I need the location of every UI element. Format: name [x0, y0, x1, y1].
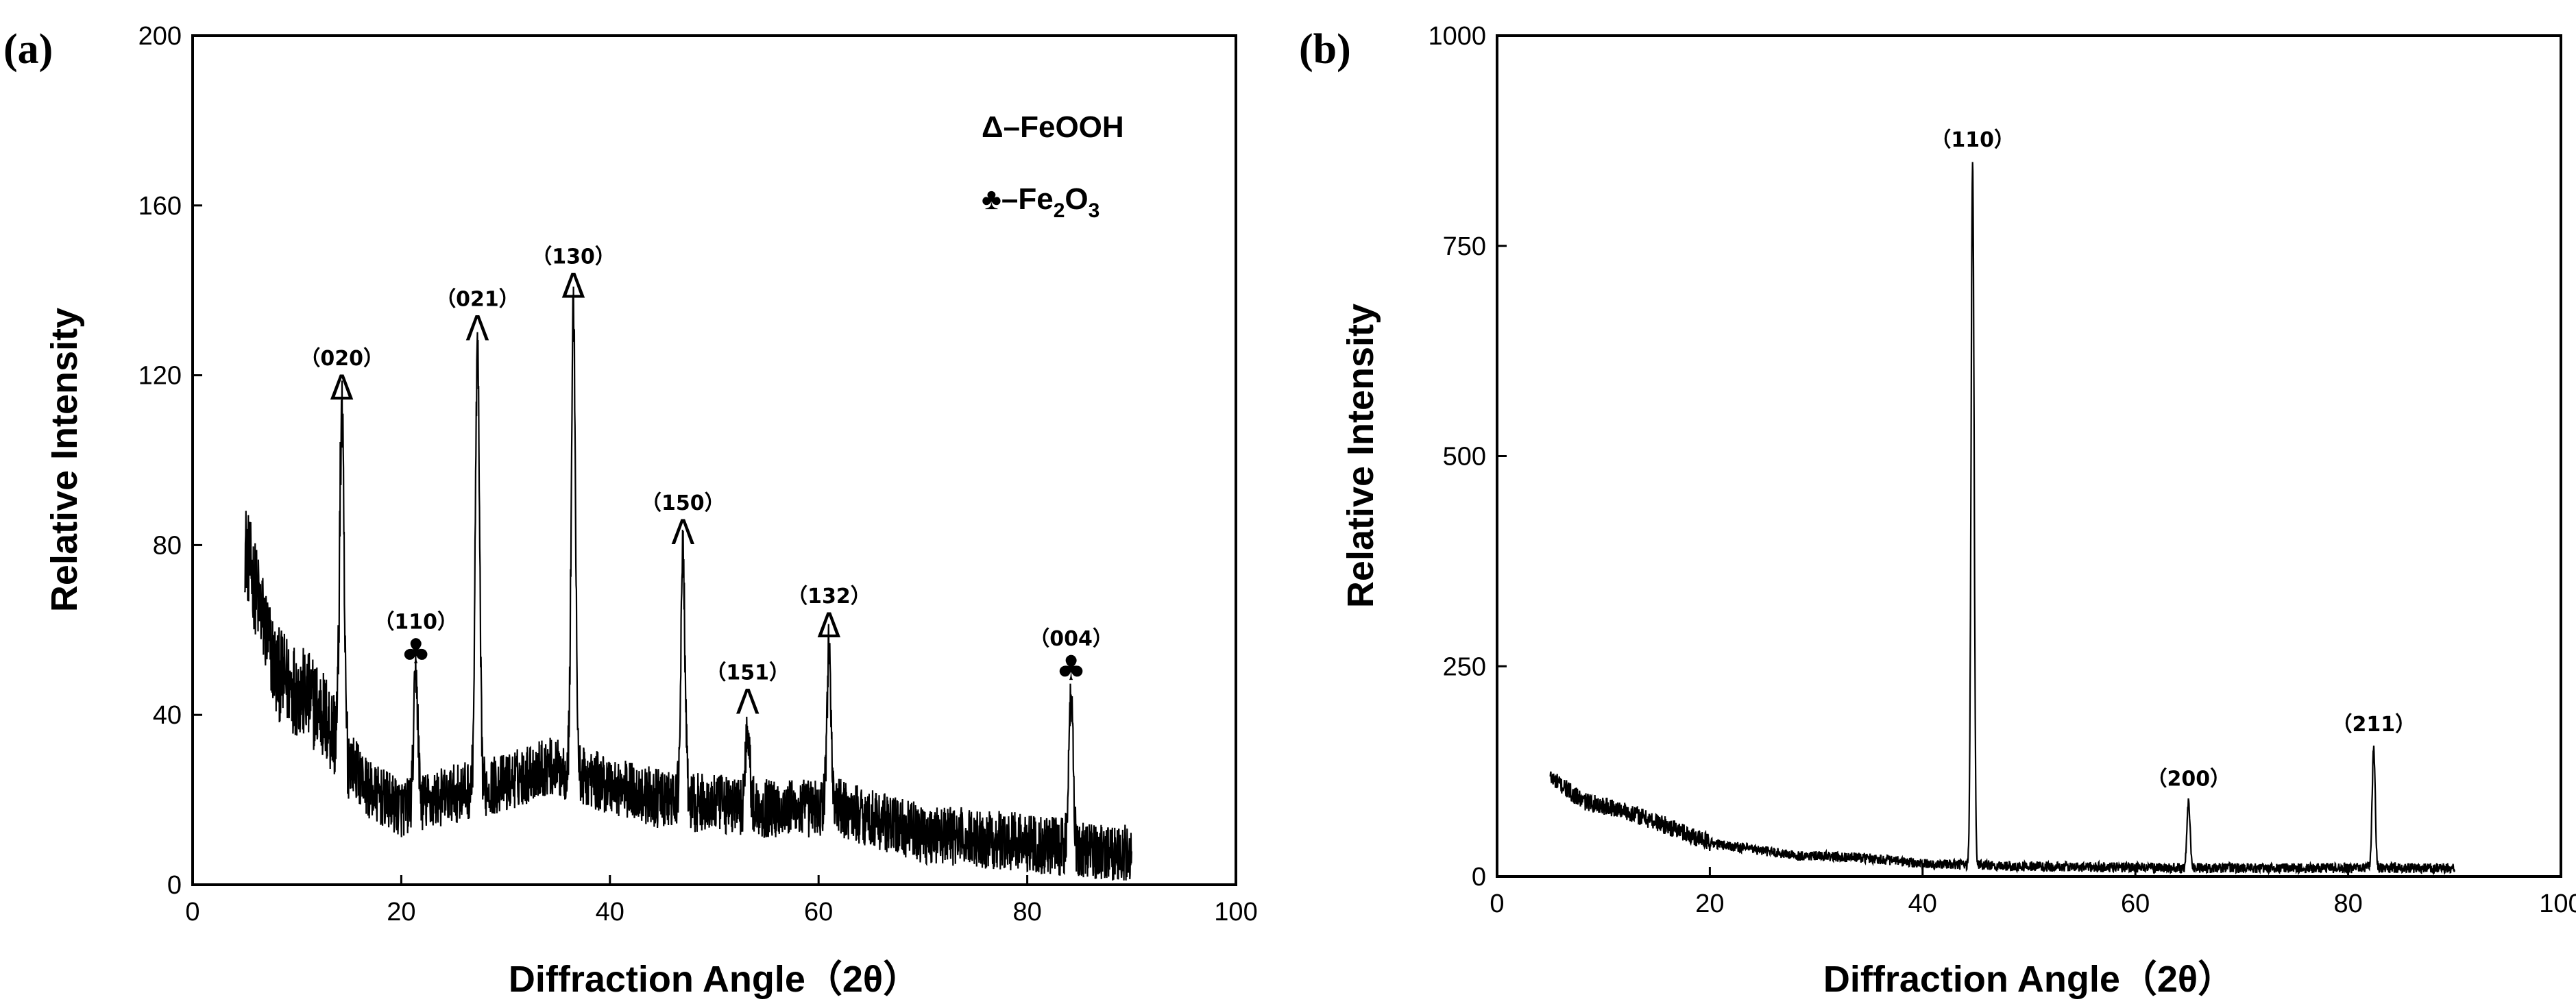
panel-b-peak-label: （211） — [2332, 713, 2416, 737]
panel-a-y-tick-label: 200 — [138, 22, 182, 51]
panel-a-peak-marker: Λ — [671, 513, 694, 552]
panel-a-peak-label: （150） — [641, 491, 725, 515]
panel-b-x-tick-label: 80 — [2333, 890, 2362, 918]
panel-a-peak-marker: Δ — [561, 266, 585, 306]
panel-a-x-tick-label: 20 — [387, 898, 415, 927]
legend-entry-fe2o3: ♣–Fe2O3 — [982, 182, 1099, 222]
panel-b-label: (b) — [1299, 26, 1351, 73]
panel-b-x-tick-label: 100 — [2539, 890, 2576, 918]
panel-b-x-tick-label: 20 — [1695, 890, 1724, 918]
panel-a-peak-label: （004） — [1029, 627, 1113, 651]
legend-delta-symbol: Δ — [982, 110, 1004, 144]
panel-a-y-tick-label: 0 — [167, 871, 182, 900]
panel-a-label: (a) — [3, 26, 53, 73]
legend-sub-2: 2 — [1054, 199, 1065, 222]
panel-a-peak-label: （021） — [435, 287, 520, 311]
panel-a-y-tick-label: 80 — [153, 531, 182, 560]
panel-a-peak-marker: ♣ — [1056, 648, 1086, 688]
panel-a-diffraction-trace — [244, 286, 1132, 881]
panel-b-y-axis-label: Relative Intensity — [1340, 304, 1381, 608]
panel-a-x-axis-label: Diffraction Angle（2θ） — [509, 959, 920, 1000]
panel-a-peak-marker: Λ — [736, 683, 760, 722]
panel-b-y-tick-label: 0 — [1472, 863, 1486, 892]
panel-a-x-tick-label: 80 — [1012, 898, 1041, 927]
panel-b-x-tick-label: 60 — [2121, 890, 2150, 918]
legend-club-symbol: ♣ — [982, 182, 1001, 216]
legend-fe-text: –Fe — [1001, 182, 1054, 216]
panel-b-y-tick-label: 250 — [1443, 652, 1486, 681]
panel-a-peak-marker: Λ — [465, 308, 489, 348]
legend-o-text: O — [1065, 182, 1088, 216]
panel-b-y-tick-label: 750 — [1443, 232, 1486, 261]
panel-a-peak-marker: Δ — [330, 368, 354, 408]
legend-sub-3: 3 — [1089, 199, 1100, 222]
panel-b-x-tick-label: 0 — [1490, 890, 1504, 918]
panel-a-y-tick-label: 160 — [138, 192, 182, 221]
panel-a-peak-label: （132） — [787, 585, 871, 609]
panel-a-y-tick-label: 40 — [153, 701, 182, 730]
panel-a-x-tick-label: 60 — [804, 898, 833, 927]
panel-a-x-tick-label: 40 — [596, 898, 624, 927]
legend-entry-feooh: Δ–FeOOH — [982, 110, 1124, 144]
panel-b-y-tick-label: 1000 — [1428, 22, 1486, 51]
panel-a-y-axis-label: Relative Intensity — [44, 308, 85, 612]
panel-a-peak-marker: Δ — [817, 606, 840, 646]
panel-a-peak-label: （110） — [374, 610, 458, 634]
legend-feooh-text: –FeOOH — [1004, 110, 1124, 144]
panel-b-peak-label: （110） — [1930, 128, 2015, 152]
panel-a-peak-label: （020） — [300, 347, 384, 371]
panel-b-diffraction-trace — [1549, 162, 2455, 876]
panel-a-peak-marker: ♣ — [400, 631, 431, 671]
panel-a-peak-label: （151） — [705, 661, 790, 685]
panel-b-peak-label: （200） — [2146, 768, 2231, 792]
panel-a-x-tick-label: 0 — [185, 898, 199, 927]
panel-b-y-tick-label: 500 — [1443, 443, 1486, 471]
panel-b-plot-frame — [1496, 34, 2562, 878]
panel-a-x-tick-label: 100 — [1214, 898, 1257, 927]
panel-a-y-tick-label: 120 — [138, 362, 182, 391]
panel-b-x-axis-label: Diffraction Angle（2θ） — [1823, 959, 2235, 1000]
panel-a-legend: Δ–FeOOH ♣–Fe2O3 — [982, 110, 1124, 222]
panel-b-x-tick-label: 40 — [1908, 890, 1937, 918]
panel-a-peak-label: （130） — [531, 245, 616, 269]
panel-a-plot-frame — [191, 34, 1237, 886]
